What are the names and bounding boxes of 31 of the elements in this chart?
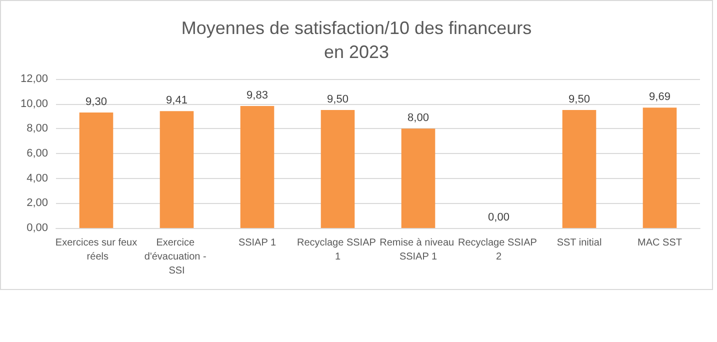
data-label: 9,30	[86, 96, 107, 108]
bar	[240, 106, 274, 228]
x-tick-label: MAC SST	[638, 238, 682, 248]
bar	[642, 108, 677, 228]
data-label: 9,41	[166, 94, 188, 107]
bar	[79, 112, 114, 228]
data-label: 0,00	[488, 212, 510, 224]
data-label: 9,69	[649, 91, 670, 104]
x-tick-label: Exercice d'évacuation - SSI	[144, 238, 210, 276]
x-tick-label: Exercices sur feux réels	[55, 238, 138, 262]
data-label: 9,50	[327, 94, 348, 106]
data-label: 9,83	[246, 89, 268, 102]
data-label: 8,00	[408, 112, 429, 124]
bar	[320, 110, 355, 228]
y-tick-label: 6,00	[26, 148, 48, 160]
y-tick-label: 12,00	[20, 73, 48, 85]
x-tick-label: SST initial	[556, 238, 602, 248]
bar	[562, 110, 596, 228]
y-tick-label: 0,00	[26, 222, 48, 234]
x-tick-label: SSIAP 1	[238, 238, 276, 248]
y-tick-label: 8,00	[26, 122, 48, 135]
bar	[401, 128, 436, 228]
y-tick-label: 4,00	[26, 172, 48, 184]
y-tick-label: 2,00	[26, 197, 48, 210]
x-tick-label: Remise à niveau SSIAP 1	[380, 238, 457, 262]
y-tick-label: 10,00	[20, 98, 48, 110]
x-tick-label: Recyclage SSIAP 2	[458, 238, 540, 262]
data-label: 9,50	[568, 94, 590, 106]
chart-title: Moyennes de satisfaction/10 des financeurs en 2023	[181, 18, 532, 62]
x-tick-label: Recyclage SSIAP 1	[296, 238, 379, 262]
bar	[160, 111, 194, 228]
